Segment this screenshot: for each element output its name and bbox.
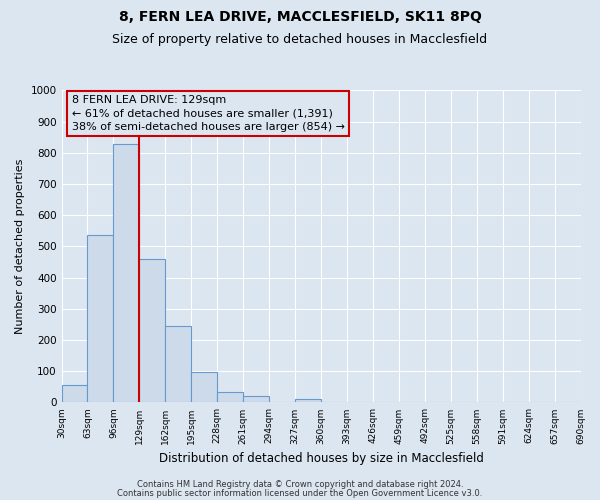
Text: Contains public sector information licensed under the Open Government Licence v3: Contains public sector information licen…	[118, 488, 482, 498]
Text: 8 FERN LEA DRIVE: 129sqm
← 61% of detached houses are smaller (1,391)
38% of sem: 8 FERN LEA DRIVE: 129sqm ← 61% of detach…	[72, 95, 345, 132]
Text: Size of property relative to detached houses in Macclesfield: Size of property relative to detached ho…	[112, 32, 488, 46]
Text: 8, FERN LEA DRIVE, MACCLESFIELD, SK11 8PQ: 8, FERN LEA DRIVE, MACCLESFIELD, SK11 8P…	[119, 10, 481, 24]
Bar	[166, 326, 191, 402]
Bar	[139, 259, 166, 402]
X-axis label: Distribution of detached houses by size in Macclesfield: Distribution of detached houses by size …	[158, 452, 484, 465]
Bar	[217, 392, 243, 402]
Bar	[191, 372, 217, 402]
Bar	[295, 400, 321, 402]
Y-axis label: Number of detached properties: Number of detached properties	[15, 159, 25, 334]
Bar	[243, 396, 269, 402]
Bar	[113, 144, 139, 402]
Bar	[88, 234, 113, 402]
Text: Contains HM Land Registry data © Crown copyright and database right 2024.: Contains HM Land Registry data © Crown c…	[137, 480, 463, 489]
Bar	[62, 386, 88, 402]
